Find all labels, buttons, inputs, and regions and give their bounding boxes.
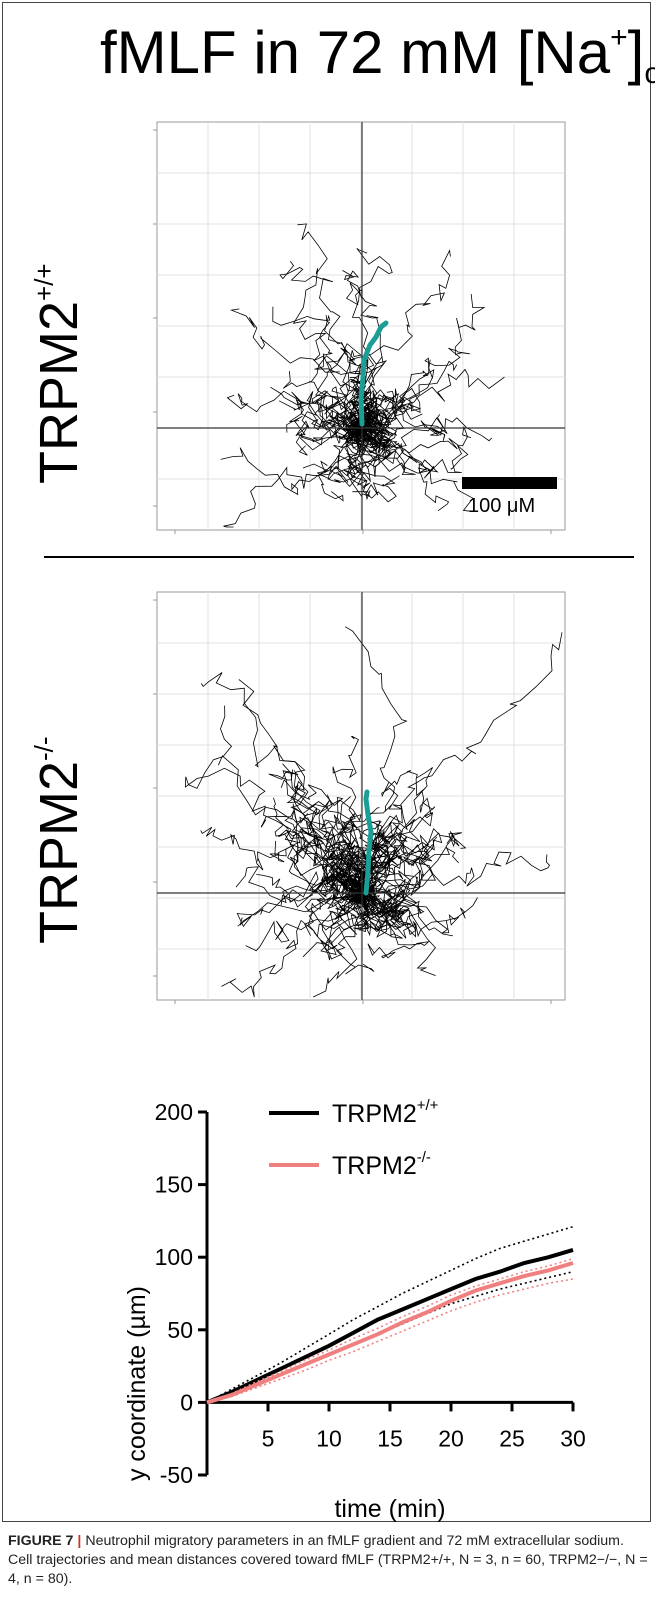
cell-trajectory: [299, 807, 367, 894]
cell-trajectory: [260, 808, 363, 894]
series-mean-line: [206, 1247, 574, 1405]
cell-trajectory: [317, 425, 363, 502]
cell-trajectory: [315, 369, 376, 433]
x-tick-label: 15: [377, 1425, 403, 1451]
cell-trajectory: [324, 406, 379, 455]
cell-trajectory: [339, 796, 370, 894]
cell-trajectory: [347, 427, 400, 486]
series-wildtype: [206, 1225, 574, 1405]
figure-title: fMLF in 72 mM [Na+]o: [100, 19, 655, 90]
mean-trajectory: [358, 320, 389, 427]
chart-axes: -50 0 50 100 150 200 5 10 15 20 25 30 time (min) y co…: [123, 1099, 586, 1523]
x-axis-title: time (min): [334, 1495, 445, 1523]
y-axis-title: y coordinate (µm): [123, 1286, 151, 1481]
cell-trajectory: [361, 832, 467, 894]
x-tick-label: 30: [560, 1425, 586, 1451]
cell-trajectory: [184, 705, 366, 910]
scale-bar-label: 100 μM: [468, 495, 535, 517]
x-tick-label: 20: [438, 1425, 464, 1451]
caption-separator: |: [77, 1533, 82, 1549]
legend-item: TRPM2-/-: [269, 1149, 431, 1180]
y-tick-label: 100: [155, 1244, 193, 1270]
cell-trajectory: [353, 427, 475, 513]
cell-trajectory: [356, 427, 397, 503]
cell-trajectory: [361, 294, 486, 439]
cell-trajectory: [361, 807, 393, 894]
figure-caption: FIGURE 7 | Neutrophil migratory paramete…: [8, 1532, 648, 1589]
cell-trajectory: [289, 399, 378, 451]
cell-trajectory: [361, 632, 563, 894]
cell-trajectory: [329, 891, 370, 944]
y-tick-label: 200: [155, 1099, 193, 1125]
scale-bar-rect: [462, 477, 557, 489]
cell-trajectory: [361, 843, 430, 894]
cell-trajectory: [272, 306, 363, 438]
y-tick-label: 50: [167, 1317, 193, 1343]
cell-trajectory: [226, 390, 363, 431]
cell-trajectory: [351, 827, 460, 916]
trajectory-panel-wildtype: [153, 121, 566, 534]
cell-trajectory: [292, 223, 364, 429]
cell-trajectory: [361, 770, 434, 894]
cell-trajectory: [279, 260, 379, 429]
cell-trajectory: [344, 626, 408, 899]
series-knockout: [206, 1257, 574, 1405]
mean-trajectory: [363, 789, 374, 896]
legend-label-sup: +/+: [417, 1097, 439, 1114]
figure-frame: [2, 2, 651, 1522]
cell-trajectory: [200, 826, 363, 894]
cell-trajectory: [220, 427, 365, 496]
cell-trajectory: [218, 755, 363, 894]
legend-label: TRPM2-/-: [332, 1149, 431, 1180]
cell-trajectory: [328, 820, 382, 900]
cell-trajectory: [361, 387, 448, 434]
x-tick-label: 5: [262, 1425, 275, 1451]
cell-trajectory: [361, 851, 550, 899]
cell-trajectory: [223, 406, 390, 528]
legend-label: TRPM2+/+: [332, 1097, 439, 1128]
y-tick-label: 0: [180, 1389, 193, 1415]
cell-trajectory: [351, 247, 393, 429]
series-upper-bound: [206, 1257, 574, 1404]
y-tick-label: 150: [155, 1172, 193, 1198]
line-chart: -50 0 50 100 150 200 5 10 15 20 25 30 time (min) y co…: [123, 1097, 586, 1523]
legend-item: TRPM2+/+: [269, 1097, 439, 1128]
cell-trajectory: [361, 359, 435, 429]
cell-trajectory: [349, 782, 408, 901]
cell-trajectory: [200, 672, 372, 894]
cell-trajectory: [349, 373, 387, 442]
cell-trajectory: [334, 889, 372, 920]
cell-trajectory: [256, 845, 369, 908]
x-tick-label: 25: [499, 1425, 525, 1451]
cell-trajectory: [351, 427, 469, 479]
trajectory-set: [220, 223, 505, 528]
scale-bar: 100 μM: [462, 477, 557, 517]
cell-trajectory: [332, 824, 385, 894]
cell-trajectory: [355, 822, 428, 901]
cell-trajectory: [361, 892, 436, 976]
y-tick-label: -50: [160, 1462, 193, 1488]
cell-trajectory: [351, 872, 402, 926]
cell-trajectory: [314, 314, 375, 445]
legend-label-sup: -/-: [417, 1149, 431, 1166]
cell-trajectory: [361, 368, 505, 429]
cell-trajectory: [278, 829, 369, 894]
x-tick-label: 10: [316, 1425, 342, 1451]
caption-label: FIGURE 7: [8, 1533, 74, 1549]
cell-trajectory: [361, 427, 450, 512]
cell-trajectory: [239, 892, 363, 926]
cell-trajectory: [354, 887, 412, 930]
cell-trajectory: [358, 377, 433, 465]
caption-text: Neutrophil migratory parameters in an fM…: [8, 1533, 648, 1587]
trajectory-panel-knockout: [153, 591, 566, 1004]
series-mean-line: [206, 1261, 574, 1405]
cell-trajectory: [346, 423, 373, 497]
cell-trajectory: [361, 878, 454, 937]
figure-canvas: 100 μM -50 0 50 100 150 200 5 10 15 20 25 30 time (m…: [44, 121, 634, 1523]
